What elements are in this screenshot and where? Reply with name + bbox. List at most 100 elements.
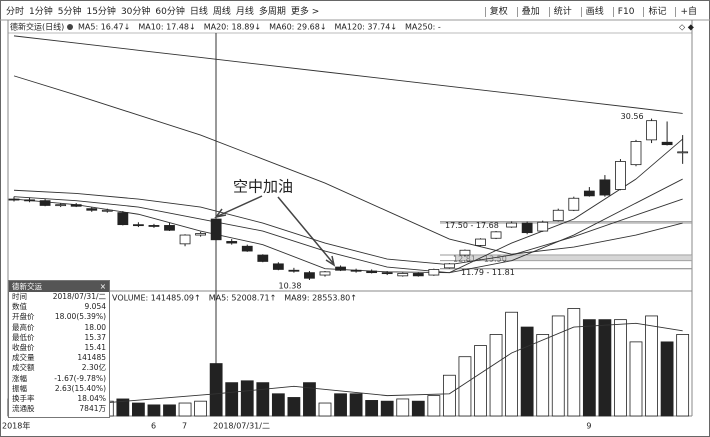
- volume-bar: [334, 393, 347, 417]
- candle-body: [646, 120, 657, 141]
- legend-item: MA120: 37.74↓: [335, 23, 398, 32]
- candle-body: [132, 224, 144, 227]
- volume-bar: [178, 402, 192, 417]
- row-label: 成交量: [12, 353, 35, 363]
- extreme-label: 30.56: [621, 112, 644, 121]
- volume-bar: [427, 395, 441, 417]
- volume-bar: [458, 356, 472, 417]
- tool-button[interactable]: 叠加: [516, 7, 544, 17]
- volume-bar: [614, 319, 627, 417]
- row-value: 18.00(5.39%): [54, 312, 106, 322]
- row-label: 最低价: [12, 332, 35, 342]
- candle-body: [257, 254, 269, 262]
- volume-bar: [396, 398, 410, 417]
- icon[interactable]: ◇ ◆: [679, 23, 695, 32]
- candle-body: [101, 209, 113, 212]
- period-tab[interactable]: 5分钟: [57, 7, 82, 17]
- tool-toolbar: 复权 叠加 统计 画线 F10 标记 +自: [484, 4, 706, 17]
- annotation-arrow: [277, 196, 336, 267]
- volume-legend-item: VOLUME: 141485.09↑: [112, 294, 201, 303]
- candle-body: [195, 233, 207, 236]
- candle-body: [661, 141, 673, 146]
- candle-body: [428, 269, 440, 276]
- volume-bar: [489, 334, 503, 417]
- ma-line: [13, 178, 683, 274]
- close-button[interactable]: ×: [99, 282, 106, 291]
- row-value: 18.04%: [77, 393, 106, 403]
- tool-button[interactable]: 复权: [484, 7, 512, 17]
- period-tab[interactable]: 15分钟: [86, 7, 116, 17]
- period-tab[interactable]: 月线: [235, 7, 254, 17]
- candle-body: [443, 263, 455, 269]
- candle-body: [8, 198, 20, 201]
- volume-bar: [536, 334, 550, 417]
- row-value: 2018/07/31/二: [52, 292, 106, 301]
- candle-body: [55, 204, 67, 207]
- volume-ma-line: [13, 322, 683, 404]
- tool-button[interactable]: 标记: [643, 7, 671, 17]
- tool-button[interactable]: +自: [675, 7, 701, 17]
- candle-body: [615, 161, 626, 190]
- period-tab[interactable]: 日线: [189, 7, 208, 17]
- candle-body: [381, 272, 393, 275]
- volume-bar: [629, 341, 643, 417]
- panel-row: 数值 9.054: [9, 302, 109, 312]
- volume-bar: [676, 334, 690, 417]
- volume-bar: [474, 345, 487, 417]
- candle-body: [350, 269, 362, 272]
- row-label: 涨幅: [12, 373, 27, 383]
- row-label: 流通股: [12, 404, 35, 414]
- candle-body: [459, 249, 471, 256]
- candle-body: [272, 263, 284, 270]
- legend-item: MA250: -: [405, 23, 441, 32]
- candle-body: [521, 222, 533, 234]
- row-label: 时间: [12, 292, 27, 301]
- tool-button[interactable]: F10: [612, 7, 639, 17]
- volume-bar: [147, 404, 161, 417]
- period-tab[interactable]: 多周期: [258, 7, 286, 17]
- candle-body: [568, 197, 580, 211]
- period-tab[interactable]: 1分钟: [29, 7, 53, 17]
- row-value: 15.37: [84, 332, 106, 342]
- tool-button[interactable]: 统计: [548, 7, 576, 17]
- range-label: 17.50 - 17.68: [445, 221, 499, 230]
- panel-rows: 时间 2018/07/31/二 数值 9.054 开盘价 18.00(5.39%) 最高价 1…: [9, 292, 109, 414]
- candle-body: [475, 238, 486, 246]
- extreme-label: 10.38: [279, 282, 302, 291]
- panel-row: 成交额 2.30亿: [9, 363, 109, 373]
- volume-legend-item: MA5: 52008.71↑: [209, 294, 277, 303]
- period-tab[interactable]: 30分钟: [120, 7, 151, 17]
- panel-row: 时间 2018/07/31/二: [9, 292, 109, 302]
- row-label: 开盘价: [12, 312, 35, 322]
- row-value: 15.41: [84, 342, 106, 352]
- candle-body: [599, 179, 611, 196]
- period-tab[interactable]: 60分钟: [155, 7, 185, 17]
- candle-body: [335, 266, 346, 271]
- tool-button[interactable]: 画线: [580, 7, 608, 17]
- candle-body: [148, 225, 160, 227]
- candle-body: [164, 225, 175, 231]
- period-toolbar: 分时 1分钟 5分钟 15分钟 30分钟 60分钟 日线 周线 月线 多周期 更多 >: [6, 4, 324, 17]
- volume-bar: [318, 402, 332, 417]
- candle-body: [117, 212, 129, 226]
- legend-item: MA60: 29.68↓: [269, 23, 326, 32]
- range-label: 11.79 - 11.81: [461, 268, 515, 277]
- period-tab[interactable]: 更多 >: [290, 7, 320, 17]
- panel-row: 涨幅 -1.67(-9.78%): [9, 374, 109, 384]
- candle-body: [241, 245, 253, 252]
- ma-line: [13, 189, 683, 266]
- candle-body: [304, 272, 315, 279]
- ma-line: [13, 138, 683, 274]
- period-tab[interactable]: 分时: [6, 7, 25, 17]
- panel-row: 收盘价 15.41: [9, 343, 109, 353]
- volume-bar: [582, 319, 596, 417]
- period-tab[interactable]: 周线: [212, 7, 231, 17]
- row-value: 2.63(15.40%): [54, 383, 106, 393]
- volume-bar: [303, 382, 316, 417]
- legend-item: MA5: 16.47↓: [78, 23, 130, 32]
- volume-bar: [287, 397, 301, 417]
- legend-item: MA20: 18.89↓: [204, 23, 261, 32]
- row-value: 7841万: [79, 404, 106, 414]
